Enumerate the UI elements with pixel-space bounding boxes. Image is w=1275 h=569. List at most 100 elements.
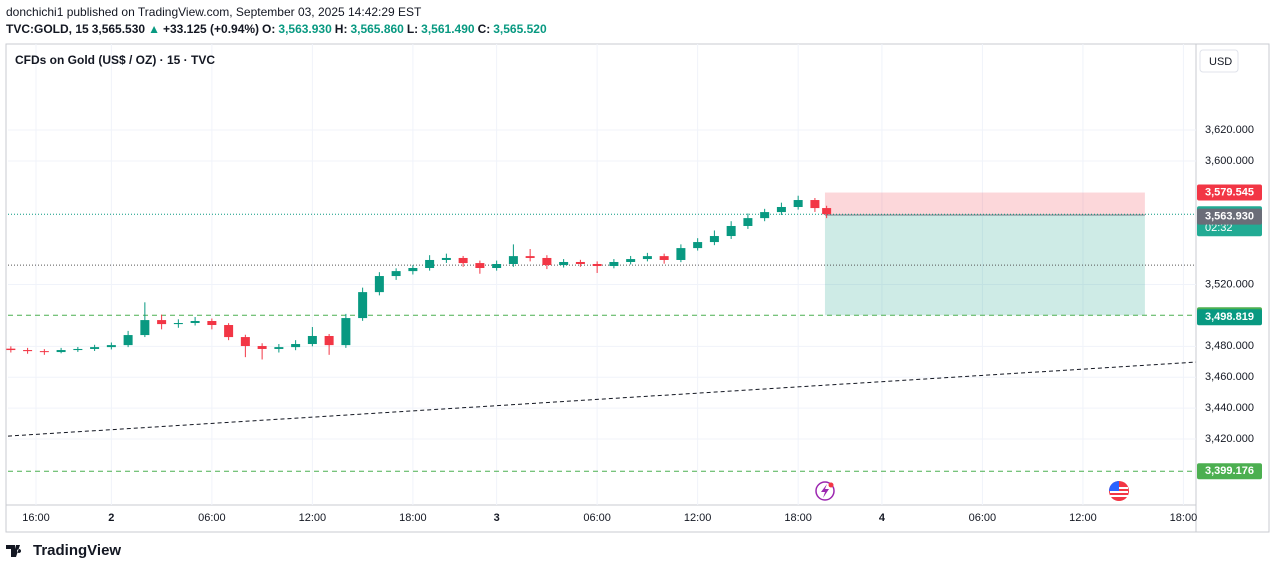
candle-body [425, 259, 435, 269]
y-tick-label: 3,520.000 [1205, 278, 1254, 290]
candle-body [693, 242, 703, 249]
price-label: 3,399.176 [1205, 465, 1254, 477]
candle-body [274, 347, 284, 349]
quote-part: C: [477, 22, 491, 36]
x-tick-label: 3 [494, 512, 500, 524]
candle-body [391, 271, 401, 277]
y-tick-label: 3,480.000 [1205, 340, 1254, 352]
quote-part: H: [334, 22, 348, 36]
candle-body [307, 335, 317, 345]
currency-box[interactable] [1199, 49, 1239, 73]
candle-body [492, 263, 502, 269]
candle-body [73, 348, 83, 351]
candle-body [157, 320, 167, 325]
y-tick-label: 3,460.000 [1205, 371, 1254, 383]
candle-body [190, 321, 200, 324]
trendline [7, 361, 1197, 437]
quote-part: 3,565.530 [91, 22, 146, 36]
y-tick-label: 3,420.000 [1205, 433, 1254, 445]
candle-body [793, 200, 803, 207]
x-tick-label: 06:00 [969, 512, 997, 524]
quote-part: 3,563.930 [278, 22, 332, 36]
price-label-box [1197, 184, 1262, 201]
chart-title: CFDs on Gold (US$ / OZ) · 15 · TVC [15, 53, 215, 67]
quote-part: O: [262, 22, 276, 36]
price-label: 3,563.930 [1205, 211, 1254, 223]
candle-body [458, 257, 468, 264]
candle-body [542, 257, 552, 266]
y-tick-label: 3,620.000 [1205, 124, 1254, 136]
x-tick-label: 06:00 [198, 512, 226, 524]
candle-body [23, 350, 33, 352]
y-tick-label: 3,440.000 [1205, 402, 1254, 414]
candle-body [6, 348, 16, 351]
candle-body [374, 276, 384, 293]
candle-body [559, 261, 569, 266]
candle-body [726, 225, 736, 237]
price-label: 3,579.545 [1205, 186, 1254, 198]
candle-body [642, 256, 652, 260]
candle-body [140, 320, 150, 336]
candle-body [39, 351, 49, 353]
x-tick-label: 12:00 [684, 512, 712, 524]
x-tick-label: 18:00 [1170, 512, 1198, 524]
quote-part: TVC:GOLD, 15 [6, 22, 89, 36]
price-label: 3,498.819 [1205, 311, 1254, 323]
candle-body [592, 263, 602, 267]
price-label-box [1197, 309, 1262, 326]
candle-body [676, 248, 686, 260]
candle-body [240, 337, 250, 347]
currency: USD [1209, 56, 1232, 68]
us-flag-icon [1109, 481, 1129, 501]
candle-body [743, 218, 753, 226]
candle-body [760, 212, 770, 219]
price-label-box [1197, 463, 1262, 480]
candle-body [609, 261, 619, 267]
x-tick-label: 18:00 [399, 512, 427, 524]
quote-part: 3,561.490 [421, 22, 475, 36]
candle-body [822, 208, 832, 215]
y-tick-label: 3,600.000 [1205, 155, 1254, 167]
candle-body [324, 335, 334, 346]
stop-zone [824, 192, 1145, 216]
candle-body [358, 292, 368, 319]
quote-part: ▲ [148, 22, 160, 36]
quote-part: 3,565.860 [350, 22, 404, 36]
candle-body [207, 321, 217, 326]
candle-body [408, 268, 418, 272]
candle-body [341, 318, 351, 346]
x-tick-label: 18:00 [784, 512, 812, 524]
quote-line: TVC:GOLD, 15 3,565.530 ▲ +33.125 (+0.94%) O:… [6, 22, 550, 36]
candle-body [291, 344, 301, 348]
x-tick-label: 06:00 [583, 512, 611, 524]
candle-body [525, 256, 535, 258]
candle-body [173, 323, 183, 325]
candle-body [56, 350, 66, 353]
x-tick-label: 12:00 [1069, 512, 1097, 524]
candle-body [626, 259, 636, 262]
candle-body [810, 200, 820, 209]
quote-part: L: [406, 22, 419, 36]
candle-body [106, 345, 116, 348]
quote-part: +33.125 (+0.94%) [162, 22, 260, 36]
candle-body [123, 335, 133, 346]
candle-body [508, 256, 518, 264]
candle-body [441, 257, 451, 260]
x-tick-label: 16:00 [22, 512, 50, 524]
logo [6, 545, 22, 557]
countdown: 02:32 [1205, 222, 1233, 234]
chart-frame [5, 43, 1270, 533]
candle-body [659, 256, 669, 260]
candle-body [575, 261, 585, 264]
candle-body [224, 325, 234, 338]
x-tick-label: 12:00 [299, 512, 327, 524]
quote-part: 3,565.520 [493, 22, 547, 36]
candle-body [90, 347, 100, 349]
x-tick-label: 4 [879, 512, 886, 524]
brand: TradingView [33, 542, 121, 559]
byline: donchichi1 published on TradingView.com,… [6, 5, 422, 19]
event-icon [815, 481, 835, 501]
candle-body [257, 346, 267, 349]
